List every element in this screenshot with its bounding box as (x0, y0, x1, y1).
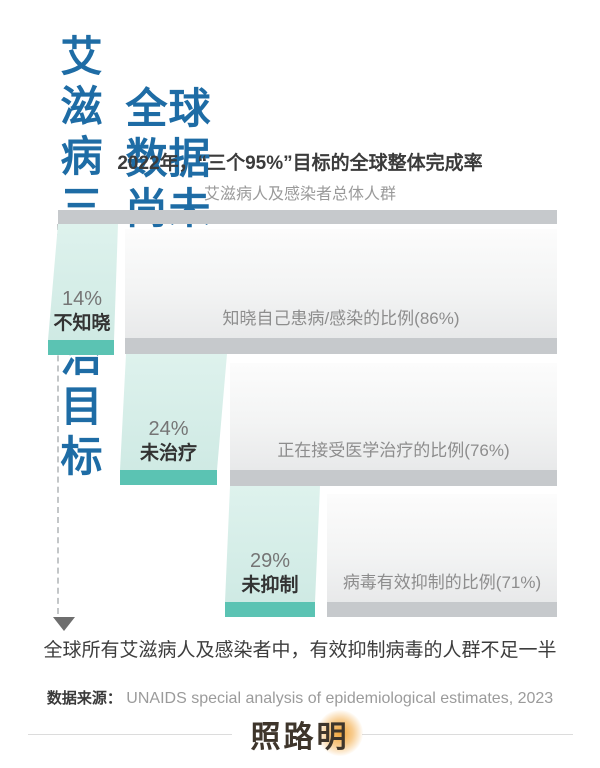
kept-label: 病毒有效抑制的比例(71%) (342, 573, 542, 592)
funnel-foot-unsuppressed (225, 602, 315, 617)
kept-bar-suppressed (327, 602, 557, 617)
funnel-segment-unsuppressed (225, 486, 320, 602)
conclusion-text: 全球所有艾滋病人及感染者中，有效抑制病毒的人群不足一半 (43, 640, 557, 661)
gap-name: 未抑制 (241, 575, 299, 596)
gap-name: 不知晓 (53, 313, 111, 334)
funnel-foot-unaware (48, 340, 114, 355)
kept-box-suppressed: 病毒有效抑制的比例(71%) (327, 494, 557, 602)
kept-label: 知晓自己患病/感染的比例(86%) (222, 309, 460, 328)
logo: 照路明 (250, 720, 350, 755)
logo-glow-icon (317, 710, 363, 756)
kept-box-treated: 正在接受医学治疗的比例(76%) (230, 363, 557, 470)
source-text: UNAIDS special analysis of epidemiologic… (126, 690, 554, 707)
funnel-guide-dashed-line (57, 224, 59, 614)
kept-bar-treated (230, 470, 557, 486)
gap-percent: 14% (61, 288, 103, 310)
funnel-foot-untreated (120, 470, 217, 485)
funnel-label-untreated: 24% 未治疗 (118, 417, 219, 467)
funnel-label-unsuppressed: 29% 未抑制 (221, 549, 319, 599)
down-arrow-icon (53, 617, 75, 631)
gap-percent: 29% (249, 550, 291, 572)
funnel-segment-untreated (120, 354, 227, 470)
kept-box-aware: 知晓自己患病/感染的比例(86%) (125, 229, 557, 338)
population-label: 艾滋病人及感染者总体人群 (203, 186, 396, 203)
chart-title: 2022年，“三个95%”目标的全球整体完成率 (117, 153, 483, 174)
funnel-segment-unaware (48, 224, 118, 340)
footer-divider-right (362, 734, 573, 735)
source-label: 数据来源： (46, 690, 122, 707)
kept-label: 正在接受医学治疗的比例(76%) (277, 441, 510, 460)
source-line: 数据来源： UNAIDS special analysis of epidemi… (0, 688, 600, 709)
kept-bar-aware (125, 338, 557, 354)
gap-percent: 24% (148, 418, 189, 440)
footer-divider-left (28, 734, 232, 735)
funnel-label-unaware: 14% 不知晓 (40, 287, 124, 337)
gap-name: 未治疗 (139, 443, 197, 464)
total-population-bar (58, 210, 557, 224)
